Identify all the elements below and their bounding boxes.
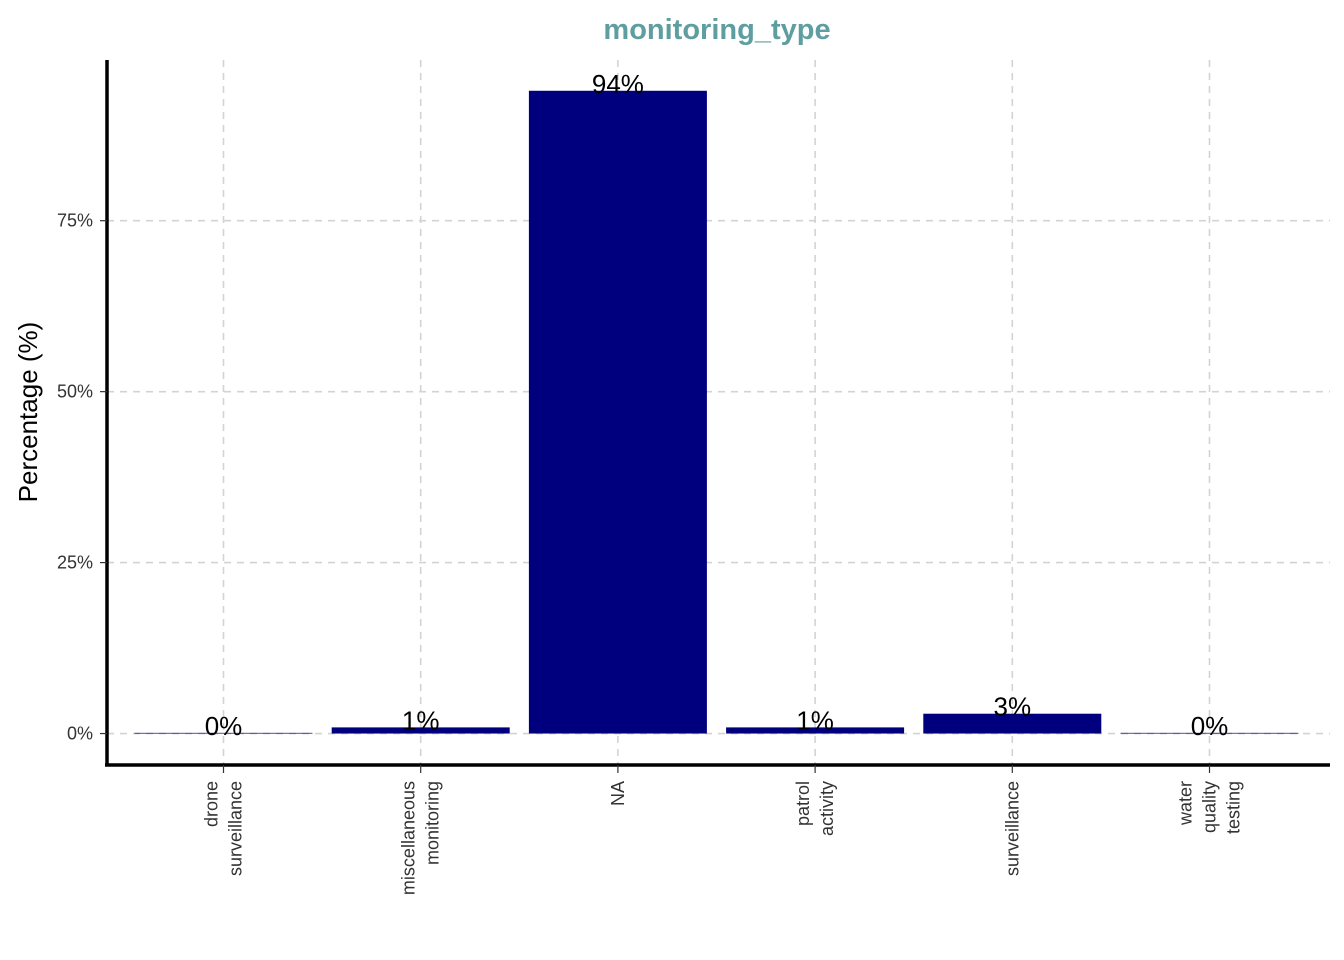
axes [105, 60, 1330, 767]
x-category-label: miscellaneous monitoring [399, 781, 443, 895]
y-axis-label: Percentage (%) [13, 322, 43, 503]
x-category-label: patrol activity [793, 781, 837, 836]
data-labels: 0% 1% 94% 1% 3% 0% [205, 69, 1229, 741]
bar [528, 90, 707, 734]
bar-value-label: 94% [592, 69, 644, 99]
bar [134, 732, 313, 734]
x-category-label: NA [608, 781, 628, 806]
x-category-label: drone surveillance [202, 781, 246, 876]
x-category-label: water quality testing [1176, 781, 1244, 834]
bar [726, 727, 905, 734]
grid-lines [107, 60, 1330, 765]
bar-value-label: 0% [1191, 711, 1229, 741]
bar-value-label: 0% [205, 711, 243, 741]
bar [923, 713, 1102, 734]
y-tick-label: 0% [67, 724, 93, 744]
bar-value-label: 3% [994, 692, 1032, 722]
bar [331, 727, 510, 734]
bar-value-label: 1% [796, 705, 834, 735]
chart-title: monitoring_type [603, 14, 830, 46]
bar-value-label: 1% [402, 705, 440, 735]
bar [1120, 732, 1299, 734]
y-tick-label: 50% [57, 382, 93, 402]
y-tick-label: 75% [57, 211, 93, 231]
x-ticks: drone surveillance miscellaneous monitoring… [202, 765, 1244, 895]
y-tick-label: 25% [57, 553, 93, 573]
bars [134, 90, 1299, 734]
y-ticks: 0% 25% 50% 75% [57, 211, 107, 744]
x-category-label: surveillance [1002, 781, 1022, 876]
